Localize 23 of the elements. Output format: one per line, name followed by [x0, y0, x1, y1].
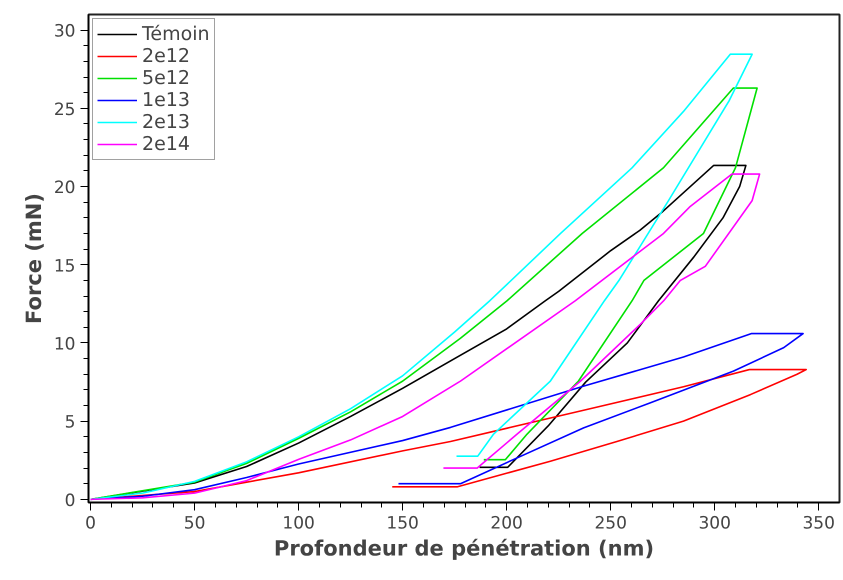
y-axis-title: Force (mN): [22, 193, 46, 324]
y-tick-label: 30: [54, 22, 76, 42]
x-axis-title: Profondeur de pénétration (nm): [274, 536, 654, 560]
y-tick-label: 0: [64, 490, 76, 511]
x-tick-label: 100: [282, 514, 315, 534]
legend-label: 2e14: [142, 133, 190, 155]
legend-label: Témoin: [142, 23, 210, 45]
y-tick-label: 5: [64, 412, 76, 433]
legend-label: 1e13: [142, 89, 190, 111]
x-tick-label: 200: [490, 514, 523, 534]
y-tick-label: 15: [54, 256, 76, 276]
legend-label: 2e13: [142, 111, 190, 133]
y-tick-label: 20: [54, 178, 76, 198]
x-tick-label: 350: [802, 514, 835, 534]
x-tick-label: 150: [386, 514, 419, 534]
x-tick-label: 250: [594, 514, 627, 534]
y-tick-label: 25: [54, 100, 76, 120]
legend-label: 5e12: [142, 67, 190, 89]
x-tick-label: 50: [184, 514, 206, 534]
legend-label: 2e12: [142, 45, 190, 67]
y-tick-label: 10: [54, 334, 76, 354]
x-tick-label: 0: [85, 514, 96, 534]
x-tick-label: 300: [698, 514, 731, 534]
